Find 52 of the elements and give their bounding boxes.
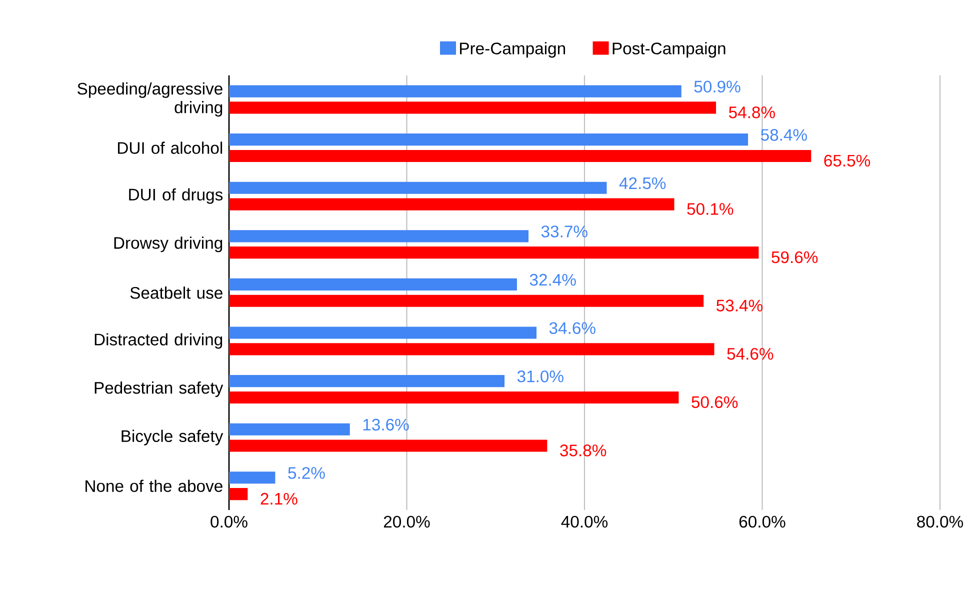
bar (229, 182, 607, 194)
data-label: 65.5% (824, 154, 870, 167)
data-label: 35.8% (560, 444, 606, 456)
bar (229, 440, 548, 452)
x-tick-label: 60.0% (739, 516, 786, 528)
data-label: 54.6% (727, 348, 774, 360)
legend-label: Pre-Campaign (460, 42, 566, 58)
data-label: 5.2% (288, 467, 325, 479)
data-label: 13.6% (363, 418, 409, 431)
bar (229, 472, 276, 484)
bar (229, 488, 248, 500)
y-tick-label: Speeding/agressive driving (78, 82, 222, 117)
bar (229, 230, 529, 242)
bar (229, 343, 714, 356)
legend-label: Post-Campaign (612, 42, 726, 58)
bar (229, 423, 350, 436)
y-tick-label: Pedestrian safety (94, 381, 224, 398)
bar (229, 134, 748, 146)
bar (229, 278, 517, 290)
y-tick-label: Distracted driving (94, 333, 222, 349)
data-label: 59.6% (772, 251, 818, 264)
data-label: 50.1% (687, 203, 734, 215)
y-tick-label: Bicycle safety (122, 430, 224, 446)
data-label: 31.0% (517, 370, 564, 382)
data-label: 33.7% (541, 226, 588, 238)
y-tick-label: None of the above (86, 480, 222, 492)
data-label: 53.4% (716, 300, 763, 312)
data-label: 50.6% (692, 396, 738, 408)
x-tick-label: 80.0% (917, 516, 964, 528)
x-tick-label: 40.0% (561, 516, 608, 528)
y-tick-label: Seatbelt use (130, 286, 222, 299)
bar (229, 102, 716, 114)
bar (229, 246, 759, 259)
bar (229, 198, 674, 210)
x-tick-label: 20.0% (384, 516, 430, 528)
bar (229, 294, 704, 307)
data-label: 2.1% (260, 492, 298, 505)
bar (229, 85, 682, 98)
data-label: 42.5% (619, 177, 666, 190)
data-label: 34.6% (549, 322, 596, 334)
bar (229, 375, 505, 388)
data-label: 50.9% (694, 80, 740, 93)
y-tick-label: DUI of alcohol (118, 142, 222, 154)
bar (229, 326, 537, 339)
data-label: 54.8% (728, 106, 775, 118)
y-tick-label: Drowsy driving (114, 236, 222, 252)
x-tick-label: 0.0% (210, 516, 248, 528)
data-label: 58.4% (760, 129, 807, 141)
bar (229, 150, 812, 162)
data-label: 32.4% (530, 274, 576, 286)
bar (229, 391, 679, 404)
y-tick-label: DUI of drugs (129, 188, 223, 204)
